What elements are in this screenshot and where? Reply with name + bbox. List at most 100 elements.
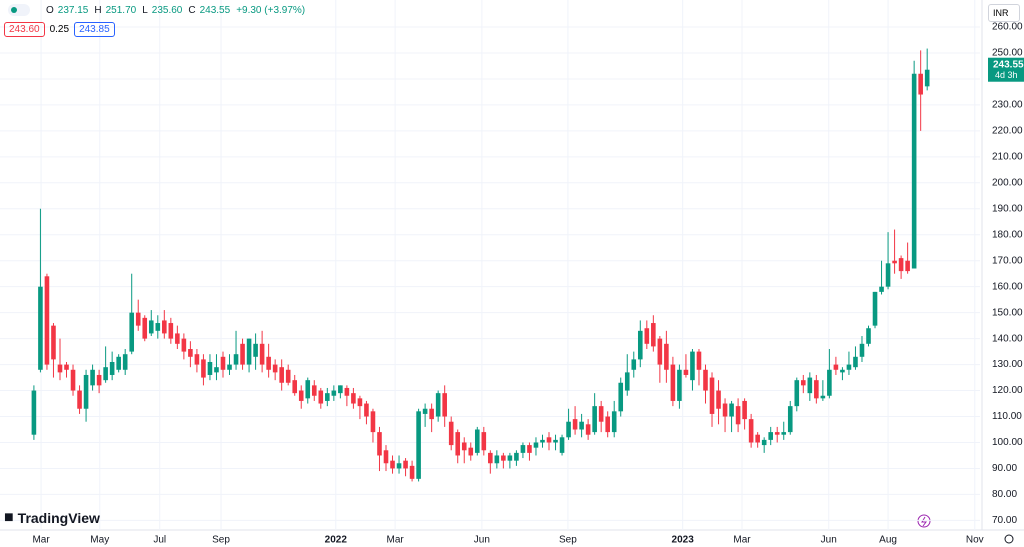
candle-body bbox=[246, 338, 252, 365]
candle-body bbox=[51, 325, 56, 360]
spread: 0.25 bbox=[49, 24, 70, 35]
settings-icon[interactable] bbox=[1004, 534, 1014, 544]
candle-body bbox=[742, 400, 747, 420]
candle-body bbox=[892, 260, 897, 264]
candle-body bbox=[716, 390, 721, 409]
logo[interactable]: ■ TradingView bbox=[4, 509, 100, 527]
candle-body bbox=[703, 369, 708, 391]
candle-body bbox=[722, 403, 728, 417]
candle-body bbox=[488, 452, 493, 464]
candle-body bbox=[631, 359, 637, 370]
candle-body bbox=[605, 416, 610, 433]
candle-body bbox=[364, 403, 369, 417]
legend-value: 235.60 bbox=[151, 4, 183, 16]
candle-body bbox=[103, 367, 108, 381]
x-tick-label: May bbox=[90, 535, 109, 546]
candle-body bbox=[814, 380, 819, 399]
candle-body bbox=[220, 356, 226, 370]
candle-body bbox=[298, 390, 304, 401]
candle-body bbox=[409, 465, 415, 479]
y-tick-label: 140.00 bbox=[992, 333, 1023, 344]
candle-body bbox=[155, 323, 161, 331]
x-tick-label: 2023 bbox=[672, 535, 695, 546]
candle-body bbox=[435, 393, 441, 417]
candle-body bbox=[566, 421, 571, 438]
candle-body bbox=[148, 320, 154, 334]
currency-select[interactable]: INR bbox=[988, 4, 1020, 22]
candle-body bbox=[129, 312, 135, 352]
y-tick-label: 100.00 bbox=[992, 437, 1023, 448]
last-price-tag bbox=[988, 57, 1024, 82]
candle-body bbox=[801, 380, 806, 386]
candle-body bbox=[344, 387, 350, 396]
event-icon[interactable] bbox=[917, 514, 931, 528]
event-bolt bbox=[921, 516, 927, 527]
candle-body bbox=[527, 445, 532, 453]
candle-body bbox=[194, 354, 200, 365]
candle-body bbox=[846, 364, 852, 370]
candle-body bbox=[748, 419, 754, 443]
candle-body bbox=[507, 455, 513, 461]
y-tick-label: 120.00 bbox=[992, 385, 1023, 396]
candle-body bbox=[827, 369, 832, 396]
candle-body bbox=[735, 406, 741, 425]
candle-body bbox=[135, 312, 141, 326]
candle-body bbox=[377, 432, 382, 456]
candle-body bbox=[31, 390, 37, 435]
candle-body bbox=[162, 320, 167, 334]
candle-body bbox=[370, 411, 376, 433]
y-tick-label: 180.00 bbox=[992, 229, 1023, 240]
candle-body bbox=[501, 455, 506, 461]
legend-key: H bbox=[94, 4, 102, 16]
candle-body bbox=[911, 73, 917, 269]
y-tick-label: 80.00 bbox=[992, 489, 1017, 500]
candle-body bbox=[188, 349, 193, 357]
candle-body bbox=[481, 432, 487, 451]
candle-body bbox=[318, 390, 324, 404]
y-tick-label: 130.00 bbox=[992, 359, 1023, 370]
candle-body bbox=[351, 393, 356, 404]
candle-body bbox=[57, 364, 63, 373]
candle-body bbox=[677, 369, 682, 401]
candle-body bbox=[422, 408, 428, 414]
candle-body bbox=[122, 354, 128, 370]
candle-body bbox=[455, 432, 461, 456]
candle-body bbox=[442, 393, 447, 417]
last-price-label: 243.55 bbox=[993, 59, 1024, 70]
candle-body bbox=[572, 419, 578, 430]
y-tick-label: 90.00 bbox=[992, 463, 1017, 474]
candle-body bbox=[253, 343, 258, 357]
x-tick-label: Jun bbox=[821, 535, 837, 546]
candle-body bbox=[272, 364, 278, 373]
candle-body bbox=[540, 439, 545, 443]
candle-body bbox=[833, 364, 839, 370]
candle-body bbox=[403, 460, 408, 469]
x-tick-label: Sep bbox=[212, 535, 230, 546]
bid[interactable]: 243.60 bbox=[4, 22, 45, 37]
candle-body bbox=[214, 367, 219, 373]
candle-body bbox=[624, 372, 630, 391]
candle-body bbox=[664, 343, 669, 370]
candle-body bbox=[175, 333, 180, 344]
quote-row: 243.60 0.25 243.85 bbox=[4, 22, 115, 37]
candle-body bbox=[383, 450, 389, 464]
x-tick-label: Mar bbox=[387, 535, 405, 546]
candle-body bbox=[279, 367, 284, 383]
candle-body bbox=[142, 317, 148, 339]
candle-body bbox=[357, 398, 363, 407]
grid bbox=[0, 0, 980, 530]
status-toggle[interactable] bbox=[8, 4, 30, 16]
x-tick-label: Aug bbox=[879, 535, 897, 546]
candle-body bbox=[520, 445, 526, 453]
candle-body bbox=[781, 432, 787, 435]
ask[interactable]: 243.85 bbox=[74, 22, 115, 37]
candle-body bbox=[227, 364, 232, 370]
y-tick-label: 260.00 bbox=[992, 22, 1023, 33]
candle-body bbox=[240, 343, 245, 365]
candle-body bbox=[559, 437, 565, 453]
candle-body bbox=[109, 361, 115, 375]
candle-body bbox=[794, 380, 800, 407]
candle-body bbox=[879, 286, 884, 292]
brand: TradingView bbox=[17, 510, 100, 526]
legend-key: O bbox=[46, 4, 54, 16]
